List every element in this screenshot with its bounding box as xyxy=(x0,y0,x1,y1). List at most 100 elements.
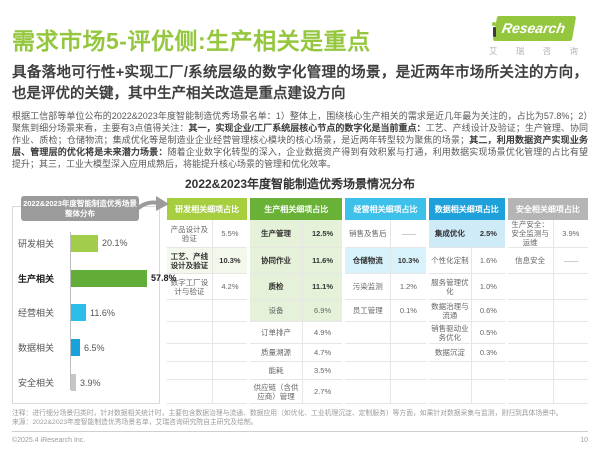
scene-value-cell: 4.9% xyxy=(302,322,343,344)
body-segment-bold: 其二，利用数据资产实现业务层、管理层的优化将是未来潜力场景： xyxy=(12,135,588,157)
scene-value-cell xyxy=(212,344,248,362)
scene-value-cell xyxy=(391,362,426,380)
scene-name-cell xyxy=(167,380,213,404)
bar-row: 研发相关 20.1% xyxy=(18,234,156,252)
scene-name-cell: 生产安全：安全监测与运维 xyxy=(507,220,554,248)
scene-value-cell xyxy=(553,344,588,362)
iresearch-logo-text: Research xyxy=(501,20,567,36)
iresearch-i-icon xyxy=(492,22,497,41)
scene-value-cell: 11.6% xyxy=(302,248,343,274)
body-segment: 随着企业数字化转型的深入，企业数据资产得到有效积累与打通，利用数据实现场景优化管… xyxy=(12,147,588,169)
figure-area: 2022&2023年度智能制造优秀场景整体分布 研发相关 20.1% 生产相关 57.… xyxy=(12,196,588,404)
scene-value-cell: 5.5% xyxy=(212,220,248,248)
body-segment: 工艺、产线设计及验证；生产管理、协同作业、质检；仓储物流；集成优化等是制造业企业… xyxy=(12,123,588,145)
scene-value-cell: 2.7% xyxy=(302,380,343,404)
scene-value-cell: 10.3% xyxy=(212,248,248,274)
scene-name-cell: 员工管理 xyxy=(345,300,392,322)
page-title: 需求市场5-评优侧:生产相关是重点 xyxy=(12,28,371,54)
scene-name-cell xyxy=(167,300,213,322)
iresearch-i-stem xyxy=(492,27,496,37)
scene-name-cell xyxy=(507,344,554,362)
scene-value-cell xyxy=(553,274,588,300)
scene-value-cell: 3.5% xyxy=(302,362,343,380)
footnote-line: 注释：进行细分场景归类时，针对数据相关统计时，主要包含数据治理与流通、数据应用（… xyxy=(12,410,563,417)
iresearch-logo-chinese: 艾 瑞 咨 询 xyxy=(488,46,586,56)
scene-name-cell: 个性化定制 xyxy=(428,248,473,274)
scene-value-cell: 12.5% xyxy=(302,220,343,248)
bar-category-label: 生产相关 xyxy=(18,273,55,284)
scene-value-cell xyxy=(472,380,505,404)
scene-name-cell: 能耗 xyxy=(250,362,303,380)
scene-name-cell: 质量溯源 xyxy=(250,344,303,362)
scene-name-cell xyxy=(167,322,213,344)
table-group: 研发相关细项占比 产品设计及验证 5.5% 工艺、产线设计及验证 10.3% 数字工厂设计… xyxy=(167,198,248,404)
scene-name-cell: 订单排产 xyxy=(250,322,303,344)
scene-value-cell: —— xyxy=(391,220,426,248)
scene-name-cell: 质检 xyxy=(250,274,303,300)
bar-value-label: 11.6% xyxy=(90,307,115,318)
scene-value-cell xyxy=(553,322,588,344)
iresearch-i-dot-icon xyxy=(492,22,497,26)
overall-distribution-panel: 2022&2023年度智能制造优秀场景整体分布 研发相关 20.1% 生产相关 57.… xyxy=(12,196,177,404)
footnotes: 注释：进行细分场景归类时，针对数据相关统计时，主要包含数据治理与流通、数据应用（… xyxy=(12,410,588,433)
bar-row: 安全相关 3.9% xyxy=(18,374,156,392)
scene-value-cell: 1.6% xyxy=(472,248,505,274)
scene-name-cell xyxy=(507,274,554,300)
scene-value-cell xyxy=(212,300,248,322)
scene-name-cell xyxy=(345,380,392,404)
scene-name-cell xyxy=(167,344,213,362)
scene-value-cell: 11.1% xyxy=(302,274,343,300)
scene-value-cell xyxy=(472,362,505,380)
scene-value-cell: 4.2% xyxy=(212,274,248,300)
scene-value-cell: 3.9% xyxy=(553,220,588,248)
iresearch-logo: Research 艾 瑞 咨 询 xyxy=(481,16,586,57)
scene-name-cell: 产品设计及验证 xyxy=(167,220,213,248)
page-number: 10 xyxy=(580,437,588,445)
arrow-icon xyxy=(130,196,169,216)
scene-name-cell xyxy=(507,322,554,344)
scene-name-cell: 数字工厂设计与验证 xyxy=(167,274,213,300)
bar-category-label: 经营相关 xyxy=(18,308,55,319)
scene-name-cell: 销售及售后 xyxy=(345,220,392,248)
scene-name-cell xyxy=(507,362,554,380)
slide-header: 需求市场5-评优侧:生产相关是重点 Research 艾 瑞 咨 询 xyxy=(12,12,588,57)
scene-name-cell xyxy=(507,380,554,404)
bar xyxy=(71,234,98,252)
table-group-header: 研发相关细项占比 xyxy=(167,198,248,220)
scene-name-cell: 工艺、产线设计及验证 xyxy=(167,248,213,274)
bar-row: 数据相关 6.5% xyxy=(18,339,156,357)
scene-name-cell xyxy=(428,380,473,404)
scene-name-cell: 数据沉淀 xyxy=(428,344,473,362)
scene-value-cell xyxy=(212,362,248,380)
scene-name-cell xyxy=(345,344,392,362)
scene-value-cell xyxy=(391,344,426,362)
scene-value-cell xyxy=(553,300,588,322)
scene-value-cell xyxy=(212,380,248,404)
scene-value-cell: 0.1% xyxy=(391,300,426,322)
iresearch-logo-flag: Research xyxy=(493,16,577,41)
bar-chart-rows: 研发相关 20.1% 生产相关 57.8% 经营相关 11.6% 数据相关 6.5% 安全相关 3… xyxy=(18,226,177,400)
scene-name-cell xyxy=(345,362,392,380)
bar-row: 经营相关 11.6% xyxy=(18,304,156,322)
scene-value-cell xyxy=(553,380,588,404)
table-group: 数据相关细项占比 集成优化 2.5% 个性化定制 1.6% 服务管理优化 1.0% 数据治理与… xyxy=(428,198,505,404)
source-line: 来源：2022&2023年度智能制造优秀场景名单，艾瑞咨询研究院自主研究及绘制。 xyxy=(12,418,258,426)
body-segment-bold: 其一，实现企业/工厂系统层核心节点的数字化是当前重点： xyxy=(188,123,426,133)
scene-value-cell: 2.5% xyxy=(472,220,505,248)
bar-value-label: 6.5% xyxy=(84,342,105,353)
bar-value-label: 3.9% xyxy=(80,377,101,388)
scene-value-cell: 0.5% xyxy=(472,322,505,344)
scene-name-cell xyxy=(507,300,554,322)
scene-name-cell: 仓储物流 xyxy=(345,248,392,274)
slide-subtitle: 具备落地可行性+实现工厂/系统层级的数字化管理的场景，是近两年市场所关注的方向，… xyxy=(12,65,588,102)
table-group-header: 生产相关细项占比 xyxy=(250,198,343,220)
body-segment: 根据工信部等单位公布的2022&2023年度智能制造优秀场景名单：1）整体上，围… xyxy=(12,111,588,133)
table-group-header: 安全相关细项占比 xyxy=(507,198,588,220)
bar-value-label: 20.1% xyxy=(102,238,128,249)
bar-chart-badge: 2022&2023年度智能制造优秀场景整体分布 xyxy=(21,196,139,221)
scene-value-cell xyxy=(212,322,248,344)
scene-name-cell: 设备 xyxy=(250,300,303,322)
bar-category-label: 安全相关 xyxy=(18,378,55,389)
scene-value-cell: 4.7% xyxy=(302,344,343,362)
